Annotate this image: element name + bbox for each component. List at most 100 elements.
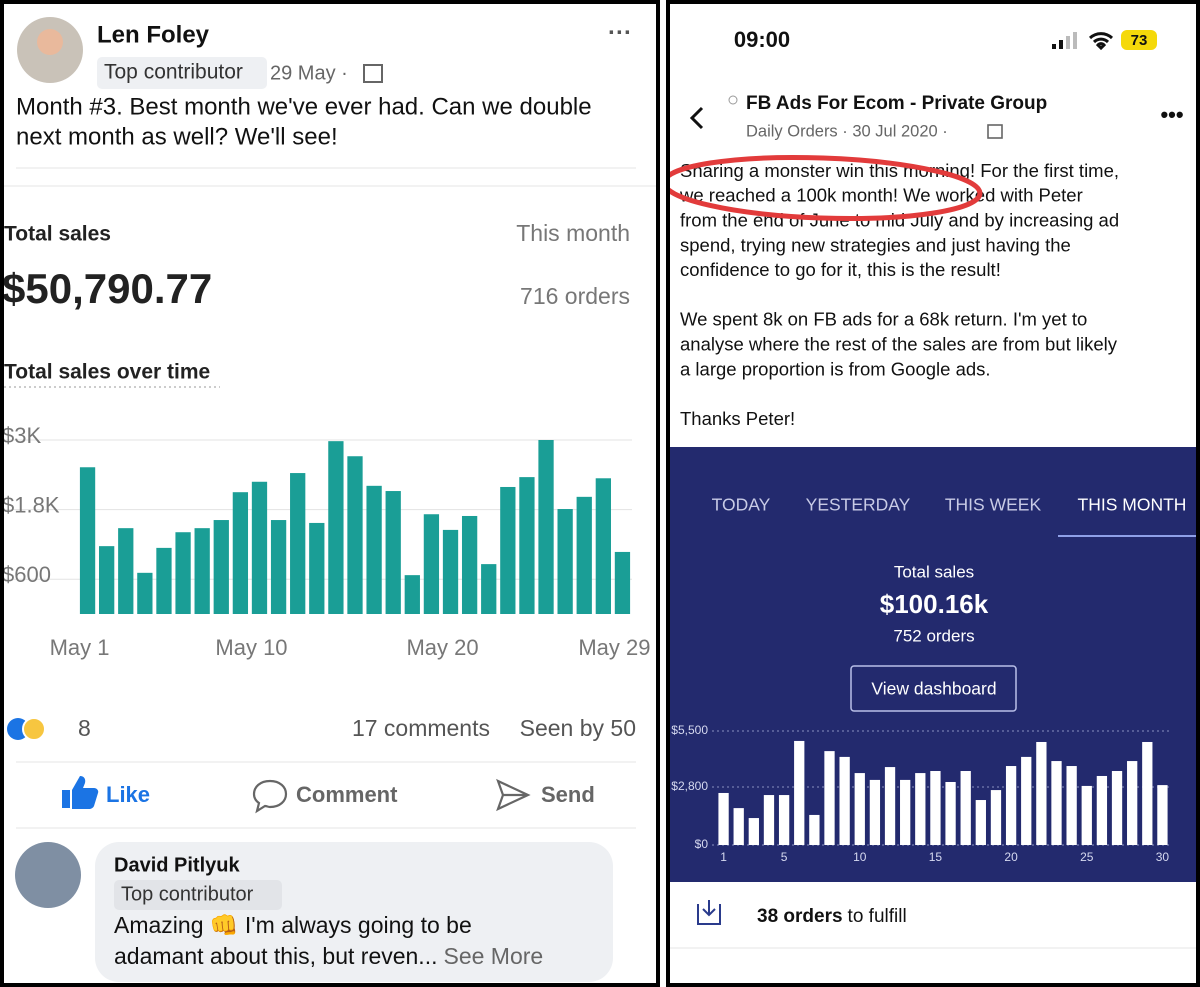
commenter-avatar [15,842,81,908]
post-text: next month as well? We'll see! [16,123,338,150]
bar [945,781,956,845]
bar [915,773,926,845]
bar [423,514,440,614]
bar [794,740,805,845]
bar [1036,741,1047,845]
bar [839,756,850,845]
bar [748,818,759,845]
group-dot [728,95,738,105]
battery-level: 73 [1131,32,1148,49]
post-line: Sharing a monster win this morning! For … [680,160,1119,181]
fulfill[interactable]: 38 orders to fulfill [757,906,907,927]
bar [869,779,881,845]
left-post: Len Foley Top contributor 29 May · ··· M… [2,17,656,982]
bar [576,496,592,614]
bar [733,808,744,845]
right-post: 09:00 73 FB Ads For Ecom - Private Group… [670,27,1196,983]
x-tick-label: May 20 [406,635,478,660]
bar [461,515,478,614]
x-tick-label: 20 [1004,850,1018,864]
commenter[interactable]: David Pitlyuk [114,854,240,876]
see-more[interactable]: See More [443,943,543,969]
panel-border [666,0,1200,987]
post-line: Thanks Peter! [680,408,795,429]
badge-bg [114,880,282,910]
bar [824,751,835,845]
bar [975,800,986,845]
bar [718,792,729,845]
author[interactable]: Len Foley [97,21,210,48]
x-tick-label: May 10 [215,635,287,660]
more[interactable]: ••• [1160,102,1183,127]
total: $50,790.77 [2,265,212,312]
reaction-count[interactable]: 8 [78,715,91,741]
back[interactable] [689,106,704,130]
comment[interactable]: Comment [296,782,398,807]
wifi [1088,32,1114,51]
bar [538,440,554,614]
footer [670,882,1196,983]
bar [99,546,115,614]
x-tick-label: 10 [853,850,867,864]
comments[interactable]: 17 comments [352,715,490,741]
bar [118,528,134,614]
post-text: Month #3. Best month we've ever had. Can… [16,93,592,120]
bar [1021,756,1032,845]
bar [1157,785,1168,845]
button[interactable] [850,665,1017,712]
bar [1066,766,1077,845]
bar [442,529,459,614]
tab[interactable]: THIS WEEK [945,495,1042,515]
y-tick-label: $0 [695,837,709,851]
avatar-face [37,29,63,55]
meta: Daily Orders · 30 Jul 2020 · [746,122,948,140]
tab[interactable]: YESTERDAY [806,495,911,515]
bar [156,547,172,614]
tab[interactable]: TODAY [712,495,771,515]
bar [213,520,229,614]
bar [960,771,971,845]
post-text: Sharing a monster win this morning! For … [679,160,1119,429]
bar [1051,761,1062,845]
highlight-circle [670,155,983,221]
fulfill-text: to fulfill [848,906,907,927]
send-icon [496,778,531,812]
clock: 09:00 [734,27,790,52]
group-name[interactable]: FB Ads For Ecom - Private Group [746,93,1047,114]
y-tick-label: $2,800 [671,779,708,793]
like[interactable]: Like [106,782,150,807]
more[interactable]: ··· [608,19,632,46]
bar [270,520,287,614]
bar [175,532,191,614]
reaction-icons [7,717,46,741]
sales-label: Total sales [894,562,974,581]
comment-icon [252,779,288,814]
bar [595,478,611,614]
seen: Seen by 50 [520,715,636,741]
post-line: spend, trying new strategies and just ha… [680,234,1071,255]
bar [232,492,249,614]
bar [1127,761,1138,845]
bar [519,477,535,614]
bar [194,528,210,614]
x-tick-label: May 29 [578,635,650,660]
group-icon [363,64,383,83]
tab-active[interactable]: THIS MONTH [1078,495,1187,515]
bar [1081,785,1092,845]
like-icon [62,776,99,809]
badge: Top contributor [104,61,243,84]
send[interactable]: Send [541,782,595,807]
bar [79,467,96,614]
x-tick-label: 30 [1156,850,1170,864]
comment-text: Amazing 👊 I'm always going to be [114,912,472,938]
battery [1121,30,1157,50]
bar [500,486,516,614]
bar [404,575,420,614]
orders: 752 orders [893,626,974,645]
post-line: analyse where the rest of the sales are … [680,333,1118,354]
button-label[interactable]: View dashboard [871,679,996,699]
bar [809,814,820,845]
fulfill-count: 38 orders [757,906,843,927]
x-tick-label: 1 [720,850,727,864]
